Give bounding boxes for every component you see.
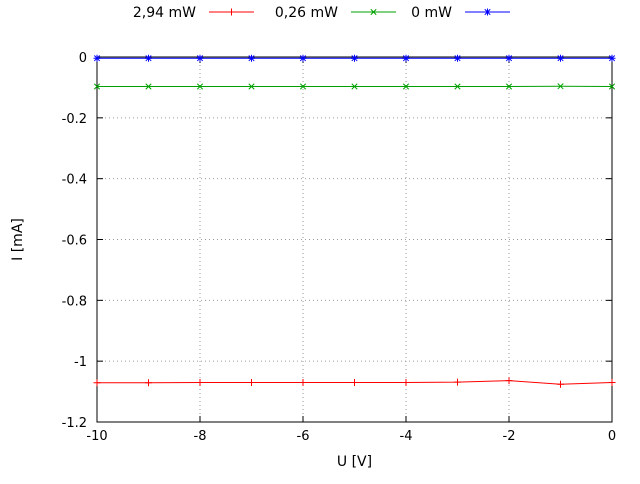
x-tick-label: 0 — [608, 429, 616, 444]
series-marker-0 — [145, 379, 152, 386]
series-marker-0 — [454, 379, 461, 386]
x-tick-label: -10 — [86, 429, 107, 444]
x-tick-label: -2 — [503, 429, 516, 444]
legend-sample-marker-2 — [484, 9, 491, 16]
legend-label-2: 0 mW — [411, 5, 452, 21]
series-marker-2 — [609, 55, 616, 62]
series-marker-2 — [506, 55, 513, 62]
series-marker-0 — [351, 379, 358, 386]
legend-label-1: 0,26 mW — [275, 5, 338, 21]
legend-sample-marker-0 — [228, 9, 235, 16]
series-marker-0 — [248, 379, 255, 386]
y-tick-label: -0.6 — [62, 234, 87, 249]
x-tick-label: -6 — [297, 429, 310, 444]
series-marker-0 — [403, 379, 410, 386]
series-marker-0 — [609, 379, 616, 386]
y-tick-label: -1.2 — [62, 416, 87, 431]
x-tick-label: -4 — [400, 429, 413, 444]
x-tick-label: -8 — [194, 429, 207, 444]
series-marker-0 — [197, 379, 204, 386]
y-tick-label: 0 — [79, 51, 87, 66]
y-tick-label: -0.8 — [62, 294, 87, 309]
series-marker-2 — [403, 55, 410, 62]
x-axis-label: U [V] — [337, 454, 372, 470]
series-marker-0 — [557, 381, 564, 388]
series-marker-0 — [506, 377, 513, 384]
series-marker-2 — [300, 55, 307, 62]
y-axis-label: I [mA] — [10, 218, 26, 261]
y-tick-label: -1 — [74, 355, 87, 370]
y-tick-label: -0.4 — [62, 173, 87, 188]
series-marker-2 — [94, 55, 101, 62]
y-tick-label: -0.2 — [62, 112, 87, 127]
series-marker-2 — [197, 55, 204, 62]
series-marker-2 — [248, 55, 255, 62]
series-marker-0 — [300, 379, 307, 386]
series-marker-2 — [145, 55, 152, 62]
series-marker-2 — [454, 55, 461, 62]
series-marker-2 — [351, 55, 358, 62]
series-marker-2 — [557, 55, 564, 62]
series-marker-0 — [94, 379, 101, 386]
legend-label-0: 2,94 mW — [133, 5, 196, 21]
plot-border — [97, 57, 612, 422]
